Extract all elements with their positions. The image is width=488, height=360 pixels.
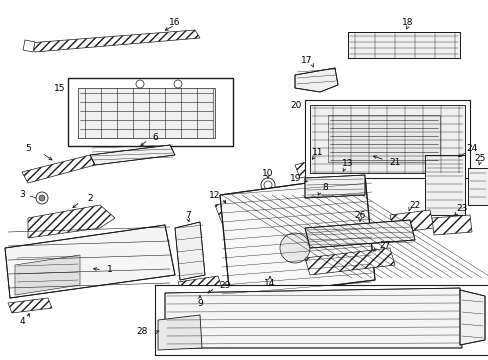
Circle shape <box>261 178 274 192</box>
Circle shape <box>36 192 48 204</box>
Text: 20: 20 <box>290 100 301 109</box>
Text: 3: 3 <box>19 189 25 198</box>
Polygon shape <box>294 158 327 178</box>
Text: 23: 23 <box>455 203 467 212</box>
Text: 29: 29 <box>219 280 230 289</box>
Polygon shape <box>347 32 459 58</box>
Polygon shape <box>8 298 52 313</box>
Text: 15: 15 <box>54 84 65 93</box>
Text: 18: 18 <box>402 18 413 27</box>
Text: 11: 11 <box>312 148 323 157</box>
Text: 9: 9 <box>197 298 203 307</box>
Polygon shape <box>15 255 80 295</box>
Polygon shape <box>164 288 461 348</box>
Polygon shape <box>431 215 471 235</box>
Text: 8: 8 <box>322 183 327 192</box>
Polygon shape <box>305 100 469 178</box>
Polygon shape <box>305 248 394 275</box>
Polygon shape <box>294 68 337 92</box>
Text: 17: 17 <box>301 55 312 64</box>
Circle shape <box>39 195 45 201</box>
Polygon shape <box>459 290 484 345</box>
Text: 10: 10 <box>262 168 273 177</box>
Circle shape <box>331 167 347 183</box>
Polygon shape <box>158 315 202 350</box>
Polygon shape <box>305 175 364 198</box>
Text: 5: 5 <box>25 144 31 153</box>
Text: 24: 24 <box>466 144 477 153</box>
Circle shape <box>305 191 324 209</box>
Polygon shape <box>90 145 175 165</box>
Text: 21: 21 <box>388 158 400 166</box>
Text: 25: 25 <box>473 153 485 162</box>
Polygon shape <box>28 205 115 238</box>
Text: 7: 7 <box>185 211 190 220</box>
Polygon shape <box>389 210 433 233</box>
Text: 28: 28 <box>136 328 148 337</box>
Polygon shape <box>155 285 488 355</box>
Polygon shape <box>424 155 464 215</box>
Text: 27: 27 <box>379 240 390 249</box>
Text: 2: 2 <box>87 194 93 202</box>
Polygon shape <box>467 168 487 205</box>
Text: 26: 26 <box>354 211 365 220</box>
Text: 13: 13 <box>342 158 353 167</box>
Text: 1: 1 <box>107 266 113 275</box>
Polygon shape <box>68 78 232 146</box>
Circle shape <box>174 80 182 88</box>
Text: 12: 12 <box>209 190 220 199</box>
Polygon shape <box>178 276 222 294</box>
Text: 14: 14 <box>264 279 275 288</box>
Text: 16: 16 <box>169 18 181 27</box>
Polygon shape <box>28 30 200 52</box>
Text: 19: 19 <box>290 174 301 183</box>
Circle shape <box>136 80 143 88</box>
Polygon shape <box>22 155 95 183</box>
Polygon shape <box>327 115 439 162</box>
Text: 6: 6 <box>152 132 158 141</box>
Text: 22: 22 <box>408 201 420 210</box>
Polygon shape <box>309 105 464 173</box>
Polygon shape <box>5 225 175 298</box>
Polygon shape <box>78 88 215 138</box>
Polygon shape <box>215 200 247 223</box>
Polygon shape <box>220 175 374 298</box>
Polygon shape <box>305 220 414 248</box>
Text: 4: 4 <box>19 316 25 325</box>
Polygon shape <box>249 258 287 278</box>
Polygon shape <box>175 222 204 280</box>
Polygon shape <box>23 40 35 52</box>
Circle shape <box>280 233 309 263</box>
